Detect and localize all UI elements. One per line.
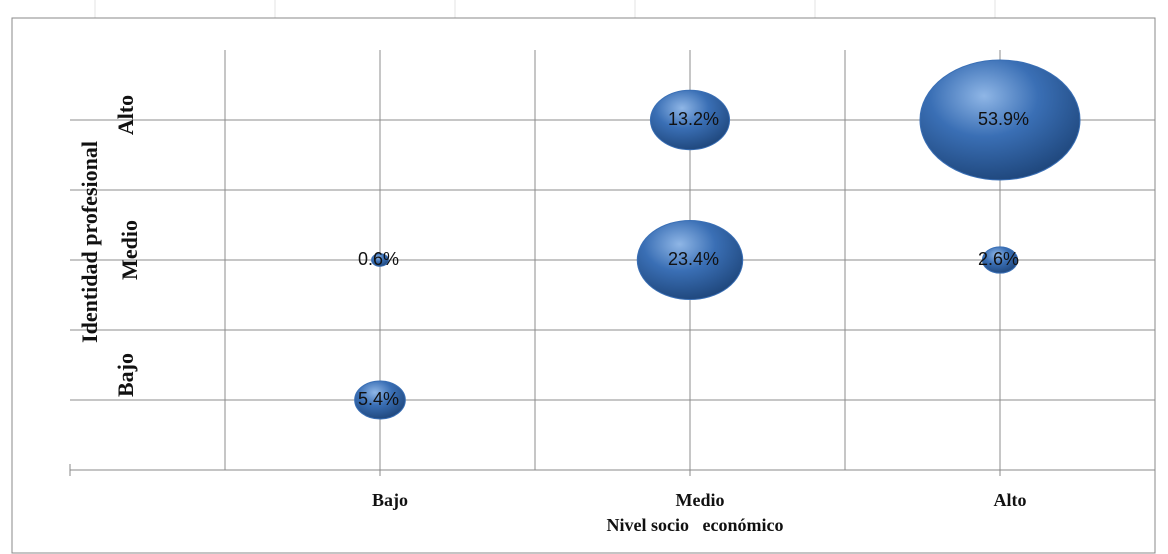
x-axis-title: Nivel socio económico [607,515,784,535]
y-tick-label: Bajo [113,353,138,397]
data-label: 2.6% [978,249,1019,269]
data-label: 5.4% [358,389,399,409]
bubble [354,380,406,420]
bubble [636,219,744,301]
sheet-lines [94,0,996,18]
y-tick-label: Alto [113,95,138,135]
data-label: 13.2% [668,109,719,129]
data-label: 53.9% [978,109,1029,129]
bubble [371,253,389,267]
bubble [649,89,731,151]
x-tick-label: Medio [676,490,725,510]
x-tick-label: Alto [994,490,1027,510]
bubble [919,59,1081,181]
axes: Bajo Medio Alto Bajo Medio Alto [69,95,1155,510]
data-label: 23.4% [668,249,719,269]
data-label: 0.6% [358,249,399,269]
x-tick-label: Bajo [372,490,408,510]
bubble [981,246,1019,274]
bubbles: 0.6% 5.4% 13.2% 23.4% 53.9% 2.6% [354,59,1081,420]
y-axis-title: Identidad profesional [77,141,102,343]
y-tick-label: Medio [117,220,142,280]
